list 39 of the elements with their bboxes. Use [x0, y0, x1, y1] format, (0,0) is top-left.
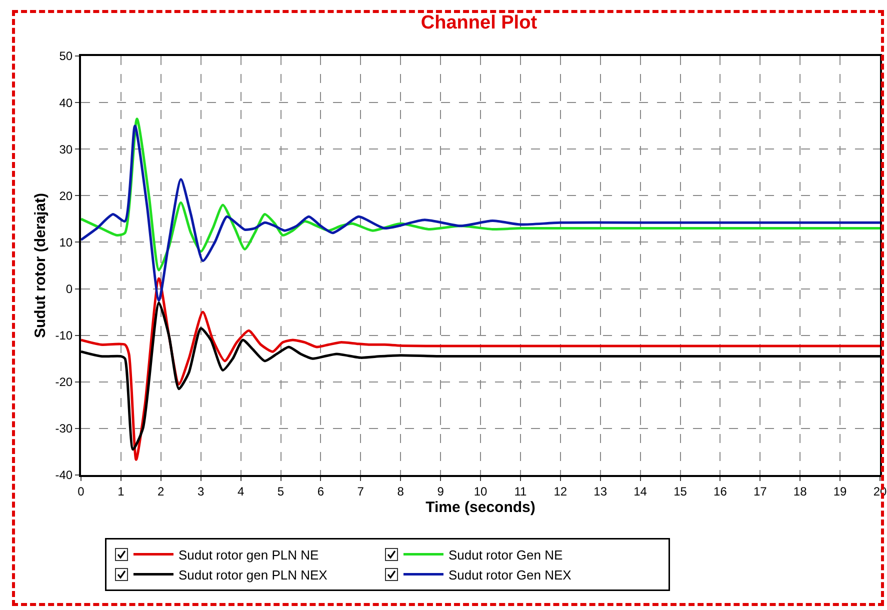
y-tick-label: -30: [55, 422, 73, 436]
x-tick-label: 18: [793, 484, 808, 498]
y-tick-label: 0: [66, 282, 73, 296]
x-tick-label: 3: [198, 484, 205, 498]
legend-label: Sudut rotor gen PLN NE: [178, 547, 319, 562]
x-tick-label: 16: [714, 484, 728, 498]
x-axis-title: Time (seconds): [426, 498, 536, 516]
x-tick-label: 17: [753, 484, 768, 498]
x-tick-label: 12: [554, 484, 568, 498]
x-tick-label: 13: [594, 484, 608, 498]
x-tick-label: 5: [277, 484, 284, 498]
y-tick-label: -20: [55, 375, 73, 390]
y-axis-title: Sudut rotor (derajat): [32, 193, 50, 338]
legend-label: Sudut rotor Gen NEX: [448, 567, 572, 582]
x-tick-label: 0: [78, 484, 85, 498]
legend-label: Sudut rotor Gen NE: [448, 547, 563, 562]
x-tick-label: 11: [514, 484, 527, 498]
chart-title: Channel Plot: [420, 12, 538, 34]
y-tick-label: 10: [59, 235, 73, 250]
y-tick-label: 20: [59, 188, 73, 203]
y-tick-label: 30: [59, 142, 73, 156]
x-tick-label: 19: [833, 484, 848, 498]
y-tick-label: 50: [59, 49, 73, 64]
x-tick-label: 7: [357, 484, 364, 498]
line-series: [81, 124, 880, 302]
x-tick-label: 15: [674, 484, 688, 498]
y-tick-label: -40: [55, 468, 73, 482]
x-tick-label: 4: [237, 484, 244, 498]
line-series: [81, 277, 880, 461]
y-tick-label: 40: [59, 96, 73, 110]
x-tick-label: 14: [634, 484, 648, 498]
x-tick-label: 2: [158, 484, 165, 498]
x-tick-label: 9: [437, 484, 444, 498]
x-tick-label: 6: [317, 484, 324, 498]
x-tick-label: 10: [474, 484, 488, 498]
x-tick-label: 8: [397, 484, 404, 498]
x-tick-label: 1: [118, 484, 125, 498]
y-tick-label: -10: [55, 328, 73, 343]
legend-label: Sudut rotor gen PLN NEX: [178, 567, 328, 582]
